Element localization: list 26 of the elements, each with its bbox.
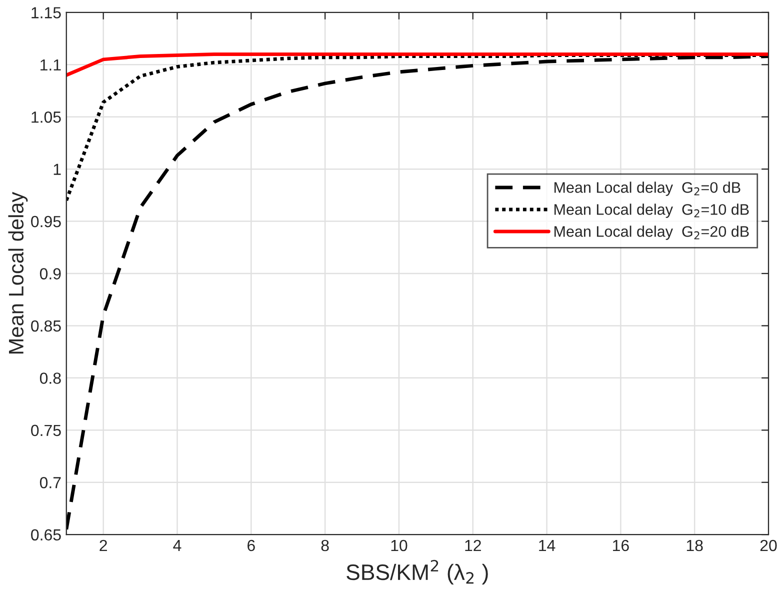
y-tick-label: 1 (54, 164, 61, 175)
x-tick-label: 14 (539, 540, 556, 552)
x-tick-label: 4 (173, 540, 182, 552)
legend-label: Mean Local delay G$_{2}$=0 dB (554, 182, 740, 196)
y-tick-label: 0.75 (31, 424, 61, 436)
y-tick-label: 1.05 (32, 111, 61, 123)
x-tick-label: 16 (613, 540, 629, 552)
x-tick-label: 8 (321, 540, 329, 552)
y-axis-title: Mean Local delay (8, 192, 28, 354)
x-tick-label: 18 (686, 540, 703, 552)
x-tick-label: 20 (760, 540, 777, 552)
y-tick-label: 0.85 (31, 320, 61, 332)
y-tick-label: 0.9 (40, 268, 61, 280)
x-tick-label: 10 (391, 540, 408, 552)
legend-label: Mean Local delay G$_{2}$=20 dB (554, 226, 749, 240)
x-tick-label: 6 (248, 540, 255, 552)
y-tick-label: 0.7 (40, 476, 61, 488)
y-tick-label: 0.95 (31, 216, 61, 228)
legend-label: Mean Local delay G$_{2}$=10 dB (554, 204, 749, 218)
x-tick-label: 2 (100, 540, 107, 552)
x-axis-title: SBS/KM$^{2}$ (λ$_{2}$ ) (346, 560, 488, 585)
x-tick-label: 12 (465, 540, 481, 552)
y-tick-label: 1.15 (32, 7, 61, 18)
y-tick-label: 0.65 (31, 529, 61, 541)
y-tick-label: 0.8 (40, 372, 61, 384)
y-tick-label: 1.1 (40, 59, 61, 70)
